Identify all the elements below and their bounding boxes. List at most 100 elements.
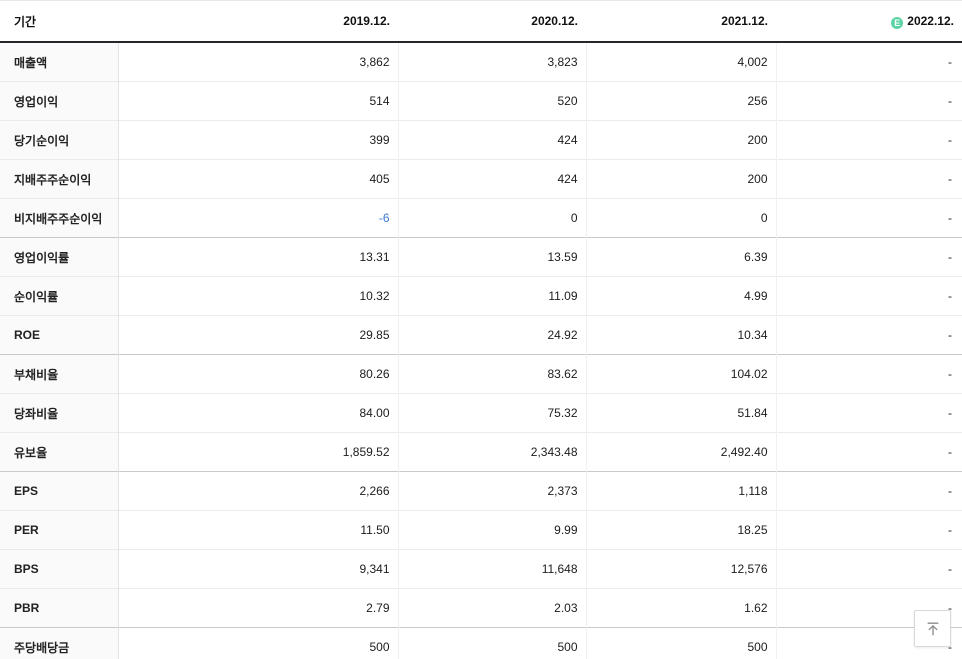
table-row: 매출액 3,862 3,823 4,002 - (0, 42, 962, 82)
table-row: 영업이익률 13.31 13.59 6.39- (0, 237, 962, 277)
row-label: 매출액 (0, 42, 119, 82)
table-row: BPS 9,341 11,648 12,576- (0, 549, 962, 589)
row-label: PBR (0, 588, 119, 628)
value-cell: 520 (398, 81, 587, 121)
row-label: 영업이익 (0, 81, 119, 121)
row-label: 순이익률 (0, 276, 119, 316)
value-cell: 500 (398, 627, 587, 659)
value-cell: - (776, 354, 962, 394)
value-cell: 2.79 (118, 588, 399, 628)
value-cell: 104.02 (586, 354, 777, 394)
row-label: ROE (0, 315, 119, 355)
table-row: 영업이익 514 520 256- (0, 81, 962, 121)
value-cell: 399 (118, 120, 399, 160)
value-cell: 18.25 (586, 510, 777, 550)
row-label: 지배주주순이익 (0, 159, 119, 199)
value-cell: 0 (398, 198, 587, 238)
value-cell: -6 (118, 198, 399, 238)
value-cell: 75.32 (398, 393, 587, 433)
value-cell: 29.85 (118, 315, 399, 355)
value-cell: 1.62 (586, 588, 777, 628)
value-cell: 2,266 (118, 471, 399, 511)
value-cell: 2,492.40 (586, 432, 777, 472)
value-cell: 405 (118, 159, 399, 199)
value-cell: 51.84 (586, 393, 777, 433)
value-cell: 12,576 (586, 549, 777, 589)
table-row: PBR 2.79 2.03 1.62- (0, 588, 962, 628)
table-body: 매출액 3,862 3,823 4,002- 영업이익 514 520 256- 당기순이익 39… (0, 42, 962, 659)
value-cell: 2,373 (398, 471, 587, 511)
value-cell: - (948, 55, 952, 69)
estimate-icon: E (891, 16, 904, 29)
value-cell: - (776, 120, 962, 160)
value-cell: - (776, 276, 962, 316)
table-row: 당기순이익 399 424 200- (0, 120, 962, 160)
table-row: 순이익률 10.32 11.09 4.99- (0, 276, 962, 316)
row-label: EPS (0, 471, 119, 511)
table-header-row: 기간 2019.12. 2020.12. 2021.12. E 2022.12. (0, 1, 962, 43)
column-header: 2021.12. (586, 1, 776, 43)
value-cell: - (776, 471, 962, 511)
value-cell: 500 (586, 627, 777, 659)
value-cell: 9,341 (118, 549, 399, 589)
value-cell: 4.99 (586, 276, 777, 316)
value-cell: 6.39 (586, 237, 777, 277)
value-cell: 0 (586, 198, 777, 238)
value-cell: 10.34 (586, 315, 777, 355)
value-cell: 256 (586, 81, 777, 121)
row-label: PER (0, 510, 119, 550)
table-row: ROE 29.85 24.92 10.34- (0, 315, 962, 355)
column-header: E 2022.12. (776, 1, 962, 43)
value-cell: - (776, 237, 962, 277)
value-cell: 1,859.52 (118, 432, 399, 472)
row-label: 주당배당금 (0, 627, 119, 659)
value-cell: - (776, 432, 962, 472)
value-cell: 424 (398, 159, 587, 199)
value-cell: - (776, 198, 962, 238)
row-label: 비지배주주순이익 (0, 198, 119, 238)
column-header: 2020.12. (398, 1, 586, 43)
value-cell: - (776, 315, 962, 355)
scroll-to-top-button[interactable] (914, 610, 951, 647)
table-row: 지배주주순이익 405 424 200- (0, 159, 962, 199)
value-cell: 200 (586, 159, 777, 199)
value-cell: 1,118 (586, 471, 777, 511)
table-row: 주당배당금 500 500 500- (0, 627, 962, 659)
value-cell: 11.50 (118, 510, 399, 550)
table-row: 비지배주주순이익 -6 0 0- (0, 198, 962, 238)
period-column-header: 기간 (0, 1, 118, 43)
value-cell: 11.09 (398, 276, 587, 316)
value-cell: 24.92 (398, 315, 587, 355)
value-cell: 4,002 (586, 42, 777, 82)
value-cell: 3,862 (118, 42, 399, 82)
value-cell: 200 (586, 120, 777, 160)
row-label: 당기순이익 (0, 120, 119, 160)
value-cell: 3,823 (398, 42, 587, 82)
value-cell: 500 (118, 627, 399, 659)
row-label: 유보율 (0, 432, 119, 472)
value-cell: - (776, 510, 962, 550)
row-label: 영업이익률 (0, 237, 119, 277)
value-cell: - (776, 81, 962, 121)
table-row: 당좌비율 84.00 75.32 51.84- (0, 393, 962, 433)
scroll-to-top-icon (925, 621, 941, 637)
column-header: 2019.12. (118, 1, 398, 43)
row-label: 부채비율 (0, 354, 119, 394)
value-cell: 80.26 (118, 354, 399, 394)
row-label: 당좌비율 (0, 393, 119, 433)
value-cell: 83.62 (398, 354, 587, 394)
value-cell: 424 (398, 120, 587, 160)
value-cell: 2,343.48 (398, 432, 587, 472)
value-cell: 13.59 (398, 237, 587, 277)
value-cell: 11,648 (398, 549, 587, 589)
value-cell: 13.31 (118, 237, 399, 277)
value-cell: 514 (118, 81, 399, 121)
table-row: 유보율 1,859.52 2,343.48 2,492.40- (0, 432, 962, 472)
value-cell: 84.00 (118, 393, 399, 433)
value-cell: 10.32 (118, 276, 399, 316)
table-row: EPS 2,266 2,373 1,118- (0, 471, 962, 511)
value-cell: 9.99 (398, 510, 587, 550)
value-cell: - (776, 549, 962, 589)
